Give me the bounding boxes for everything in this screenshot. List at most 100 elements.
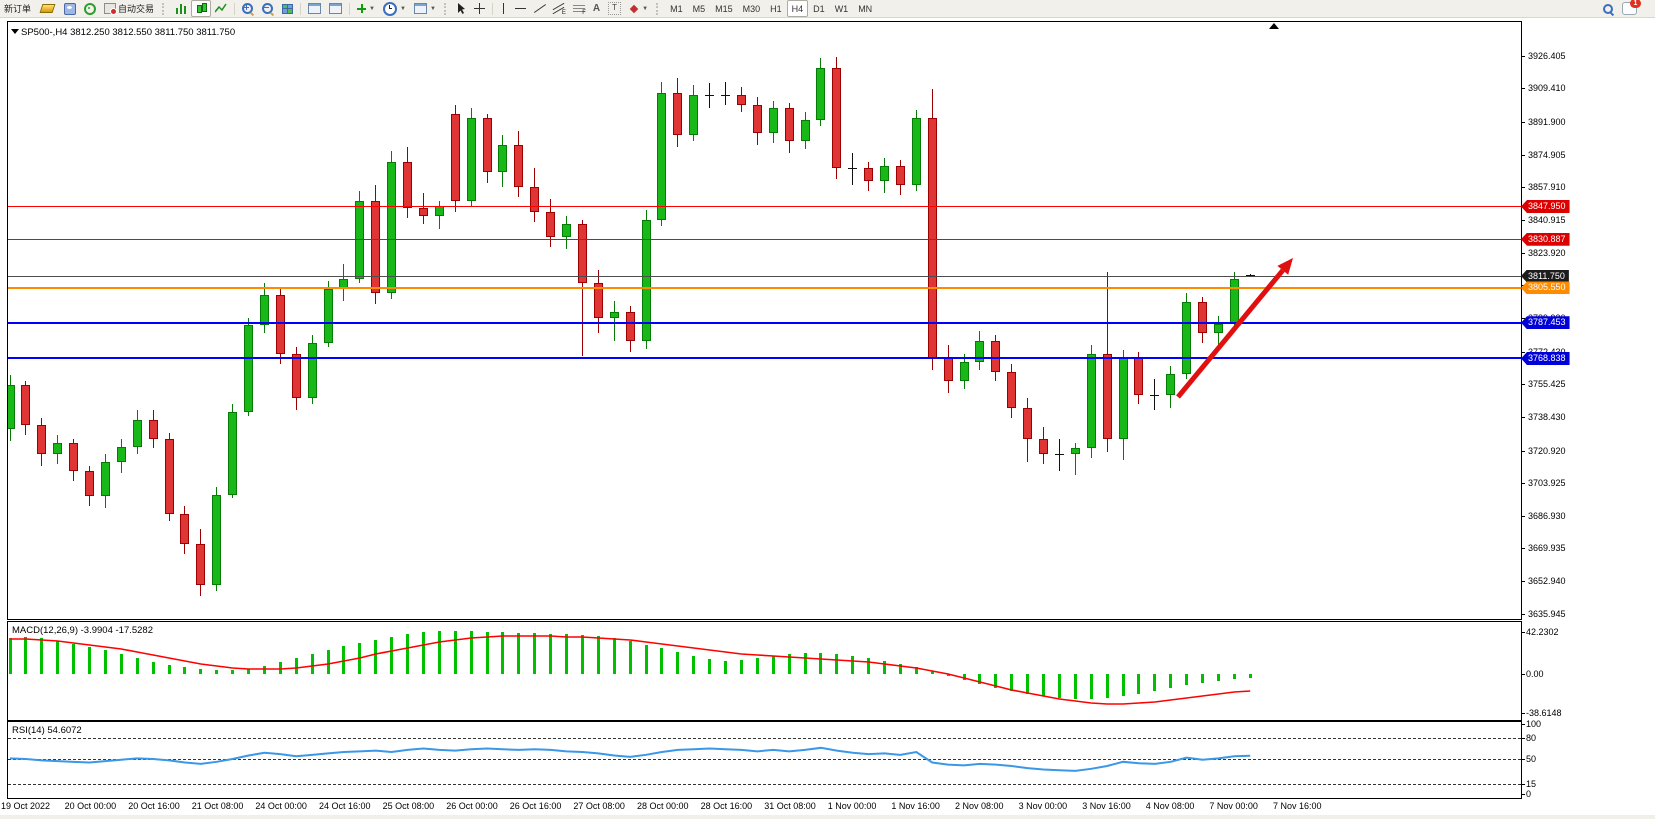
- macd-histogram-bar: [803, 653, 807, 674]
- template-button[interactable]: ▼: [410, 0, 440, 17]
- bar-chart-button[interactable]: [171, 0, 191, 17]
- timeframe-button-m5[interactable]: M5: [692, 3, 706, 14]
- macd-histogram-bar: [739, 660, 743, 674]
- candlestick: [323, 288, 333, 343]
- candlestick: [752, 104, 762, 134]
- candlestick-chart-button[interactable]: [191, 0, 212, 17]
- auto-trading-label: 自动交易: [118, 4, 155, 14]
- candlestick: [1118, 358, 1128, 439]
- macd-histogram-bar: [819, 653, 823, 674]
- auto-arrange-button[interactable]: [304, 0, 325, 17]
- chart-shift-marker[interactable]: [1269, 23, 1279, 29]
- macd-histogram-bar: [278, 662, 282, 674]
- vline-tool-button[interactable]: [496, 0, 511, 17]
- line-chart-button[interactable]: [211, 0, 231, 17]
- macd-histogram-bar: [1042, 674, 1045, 696]
- fibonacci-tool-button[interactable]: F: [569, 0, 589, 17]
- channel-icon: E: [553, 3, 566, 16]
- timeframe-button-h1[interactable]: H1: [770, 3, 782, 14]
- hline-tool-button[interactable]: [511, 0, 530, 17]
- price-chart-pane[interactable]: SP500-,H4 3812.250 3812.550 3811.750 381…: [7, 21, 1522, 620]
- rsi-axis-label: 0: [1526, 789, 1532, 799]
- new-order-label: 新订单: [4, 4, 32, 14]
- chat-bubble-icon: 1: [1622, 0, 1641, 15]
- timeframe-button-m1[interactable]: M1: [670, 3, 683, 14]
- macd-histogram-bar: [596, 636, 600, 674]
- rsi-indicator-pane[interactable]: RSI(14) 54.6072: [7, 721, 1522, 799]
- candlestick: [609, 312, 619, 318]
- candlestick: [625, 312, 635, 341]
- zoom-in-icon: [242, 2, 255, 16]
- new-order-button[interactable]: 新订单: [0, 0, 35, 17]
- candlestick: [196, 544, 206, 585]
- cascade-button[interactable]: [325, 0, 346, 17]
- label-tool-button[interactable]: T: [604, 0, 625, 17]
- period-button[interactable]: ▼: [379, 0, 410, 17]
- candlestick: [1070, 448, 1080, 455]
- timeframe-button-m30[interactable]: M30: [742, 3, 761, 14]
- crosshair-tool-button[interactable]: [470, 0, 489, 17]
- candlestick: [434, 206, 444, 216]
- macd-histogram-bar: [1010, 674, 1014, 691]
- profile-button[interactable]: [60, 0, 80, 17]
- macd-histogram-bar: [549, 634, 553, 674]
- candlestick: [307, 342, 317, 399]
- horizontal-line-icon: [514, 5, 526, 12]
- candlestick: [673, 93, 683, 136]
- macd-histogram-bar: [517, 633, 521, 674]
- channel-tool-button[interactable]: E: [549, 0, 569, 17]
- candlestick: [132, 419, 142, 447]
- timeframe-button-d1[interactable]: D1: [813, 3, 825, 14]
- macd-histogram-bar: [883, 661, 886, 674]
- zoom-out-icon: [262, 2, 275, 16]
- macd-histogram-bar: [962, 674, 966, 680]
- time-axis-label: 4 Nov 08:00: [1145, 801, 1195, 811]
- macd-histogram-bar: [437, 631, 441, 674]
- candlestick: [800, 119, 810, 142]
- deposit-button[interactable]: [35, 0, 60, 17]
- arrows-icon: [629, 4, 639, 14]
- text-tool-button[interactable]: A: [589, 0, 604, 17]
- timeframe-button-w1[interactable]: W1: [834, 3, 849, 14]
- trendline-tool-button[interactable]: [530, 0, 549, 17]
- macd-histogram-bar: [453, 631, 457, 674]
- candlestick: [1023, 408, 1033, 439]
- signals-button[interactable]: [80, 0, 100, 17]
- symbol-dropdown-icon[interactable]: [11, 29, 19, 34]
- candlestick: [1182, 302, 1192, 374]
- timeframe-button-h4[interactable]: H4: [786, 0, 809, 17]
- tile-windows-button[interactable]: [278, 0, 297, 17]
- auto-trading-button[interactable]: 自动交易: [100, 0, 158, 17]
- candlestick: [848, 167, 858, 170]
- time-axis-label: 21 Oct 08:00: [191, 801, 244, 811]
- timeframe-button-m15[interactable]: M15: [715, 3, 733, 14]
- macd-histogram-bar: [326, 650, 330, 674]
- candlestick: [721, 94, 730, 97]
- axis-tick-mark: [1521, 55, 1525, 57]
- cursor-tool-button[interactable]: [453, 0, 470, 17]
- axis-tick-mark: [1521, 724, 1525, 726]
- zoom-out-button[interactable]: [258, 0, 278, 17]
- arrows-tool-button[interactable]: ▼: [625, 0, 652, 17]
- add-indicator-button[interactable]: ▼: [353, 0, 379, 17]
- tile-windows-icon: [282, 3, 294, 14]
- macd-indicator-pane[interactable]: MACD(12,26,9) -3.9904 -17.5282: [7, 621, 1522, 721]
- axis-tick-mark: [1521, 759, 1525, 761]
- toolbar-separator: [300, 2, 302, 15]
- text-label-icon: T: [608, 2, 622, 15]
- chevron-down-icon: ▼: [399, 5, 406, 12]
- macd-histogram-bar: [151, 662, 155, 674]
- macd-histogram-bar: [1169, 674, 1173, 688]
- macd-histogram-bar: [867, 658, 871, 674]
- candlestick: [895, 166, 905, 186]
- macd-histogram-bar: [1105, 674, 1109, 698]
- candlestick: [371, 200, 381, 293]
- timeframe-button-mn[interactable]: MN: [858, 3, 873, 14]
- macd-histogram-bar: [1089, 674, 1093, 699]
- chat-button[interactable]: 1: [1618, 0, 1641, 17]
- zoom-in-button[interactable]: [238, 0, 258, 17]
- macd-histogram-bar: [390, 637, 394, 674]
- axis-tick-mark: [1521, 613, 1525, 615]
- search-button[interactable]: [1598, 0, 1618, 17]
- candlestick: [148, 419, 158, 439]
